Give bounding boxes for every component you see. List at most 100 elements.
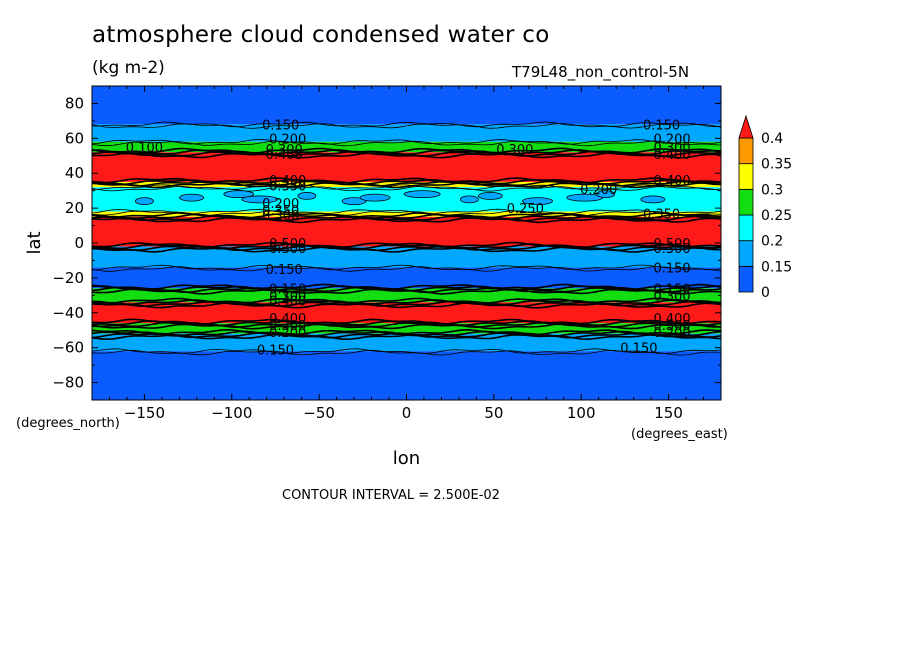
x-axis: −150 −100 −50 0 50 100 150 — [91, 86, 722, 422]
x-tick-label: −100 — [211, 404, 252, 422]
contour-line — [92, 140, 721, 147]
contour-label: 0.400 — [269, 174, 306, 189]
contour-label: 0.300 — [653, 141, 690, 156]
contour-label: 0.150 — [262, 118, 299, 133]
filled-contour-bands — [92, 86, 721, 400]
colorbar-label: 0.2 — [761, 234, 783, 250]
contour-label: 0.200 — [269, 326, 306, 341]
contour-lines — [92, 121, 721, 356]
contour-cell — [403, 190, 441, 199]
colorbar-label: 0.35 — [761, 157, 792, 173]
contour-label: 0.400 — [269, 312, 306, 327]
contour-cell — [522, 197, 553, 206]
contour-cell — [341, 197, 367, 206]
contour-line — [92, 318, 721, 325]
band-9 — [92, 267, 721, 289]
contour-label: 0.400 — [269, 295, 306, 310]
contour-line — [92, 181, 721, 189]
contour-cell — [297, 191, 317, 200]
contour-cell — [359, 193, 391, 202]
contour-line — [92, 215, 721, 222]
colorbar-label: 0.4 — [761, 131, 783, 147]
contour-label: 0.400 — [266, 148, 303, 163]
x-axis-label: lon — [393, 448, 420, 469]
x-tick-label: 150 — [654, 404, 683, 422]
contour-line — [92, 185, 721, 192]
chart-title: atmosphere cloud condensed water co — [92, 22, 550, 48]
contour-label: 0.300 — [653, 242, 690, 257]
contour-cell — [223, 190, 255, 199]
y-tick-label: −20 — [52, 269, 84, 287]
contour-label: 0.300 — [269, 242, 306, 257]
y-tick-label: 60 — [65, 129, 84, 147]
contour-line — [92, 208, 721, 215]
contour-label: 0.100 — [126, 141, 163, 156]
contour-label: 0.300 — [269, 319, 306, 334]
x-tick-label: 0 — [402, 404, 412, 422]
contour-line — [92, 264, 721, 271]
band-0 — [92, 86, 721, 125]
contour-label: 0.400 — [653, 148, 690, 163]
y-axis: 80 60 40 20 0 −20 −40 −60 −80 — [52, 85, 721, 401]
contour-label: 0.300 — [262, 209, 299, 224]
contour-cell — [459, 195, 479, 204]
y-axis-units: (degrees_north) — [16, 416, 120, 431]
x-tick-label: −150 — [124, 404, 165, 422]
contour-label: 0.150 — [653, 282, 690, 297]
colorbar-label: 0 — [761, 285, 770, 301]
contour-cell — [596, 190, 616, 199]
units-label: (kg m-2) — [92, 58, 165, 78]
contour-label: 0.150 — [269, 282, 306, 297]
colorbar-extend-arrow — [738, 114, 754, 139]
y-axis-label: lat — [24, 231, 45, 254]
x-tick-label: 100 — [567, 404, 596, 422]
colorbar-label: 0.15 — [761, 259, 792, 275]
contour-cell — [241, 195, 279, 204]
band-14 — [92, 351, 721, 400]
contour-line — [92, 177, 721, 184]
colorbar-swatch — [738, 240, 754, 267]
x-axis-units: (degrees_east) — [631, 427, 728, 442]
contour-line — [92, 297, 721, 304]
contour-line — [92, 212, 721, 219]
contour-label: 0.200 — [262, 197, 299, 212]
colorbar-swatch — [738, 188, 754, 216]
contour-line — [92, 299, 721, 306]
contour-line — [92, 123, 721, 129]
x-tick-label: −50 — [303, 404, 335, 422]
y-tick-label: 20 — [65, 199, 84, 217]
y-tick-label: −60 — [52, 339, 84, 357]
contour-line — [92, 348, 721, 354]
contour-label: 0.350 — [643, 207, 680, 222]
contour-label: 0.150 — [257, 343, 294, 358]
colorbar-swatch — [738, 265, 754, 293]
contour-label: 0.400 — [653, 312, 690, 327]
contour-cell — [477, 191, 503, 200]
contour-label: 0.300 — [653, 319, 690, 334]
contour-line — [92, 241, 721, 249]
contour-label: 0.200 — [653, 326, 690, 341]
y-tick-label: 40 — [65, 164, 84, 182]
contour-line — [92, 138, 721, 145]
band-12 — [92, 323, 721, 334]
colorbar: 0 0.15 0.2 0.25 0.3 0.35 0.4 — [738, 114, 792, 301]
contour-label: 0.400 — [653, 174, 690, 189]
contour-label: 0.150 — [266, 263, 303, 278]
contour-label: 0.200 — [653, 132, 690, 147]
contour-line — [92, 147, 721, 154]
colorbar-label: 0.25 — [761, 208, 792, 224]
colorbar-swatch — [738, 163, 754, 190]
contour-label: 0.500 — [653, 237, 690, 252]
band-2 — [92, 141, 721, 153]
contour-label: 0.300 — [496, 143, 533, 158]
y-tick-label: 0 — [74, 234, 84, 252]
colorbar-label: 0.3 — [761, 182, 783, 198]
contour-label: 0.150 — [620, 342, 657, 357]
contour-line — [92, 283, 721, 291]
y-tick-label: −40 — [52, 304, 84, 322]
contour-line — [92, 328, 721, 336]
contour-label: 0.500 — [269, 237, 306, 252]
band-11 — [92, 302, 721, 324]
x-tick-label: 50 — [484, 404, 503, 422]
contour-line — [92, 178, 721, 186]
